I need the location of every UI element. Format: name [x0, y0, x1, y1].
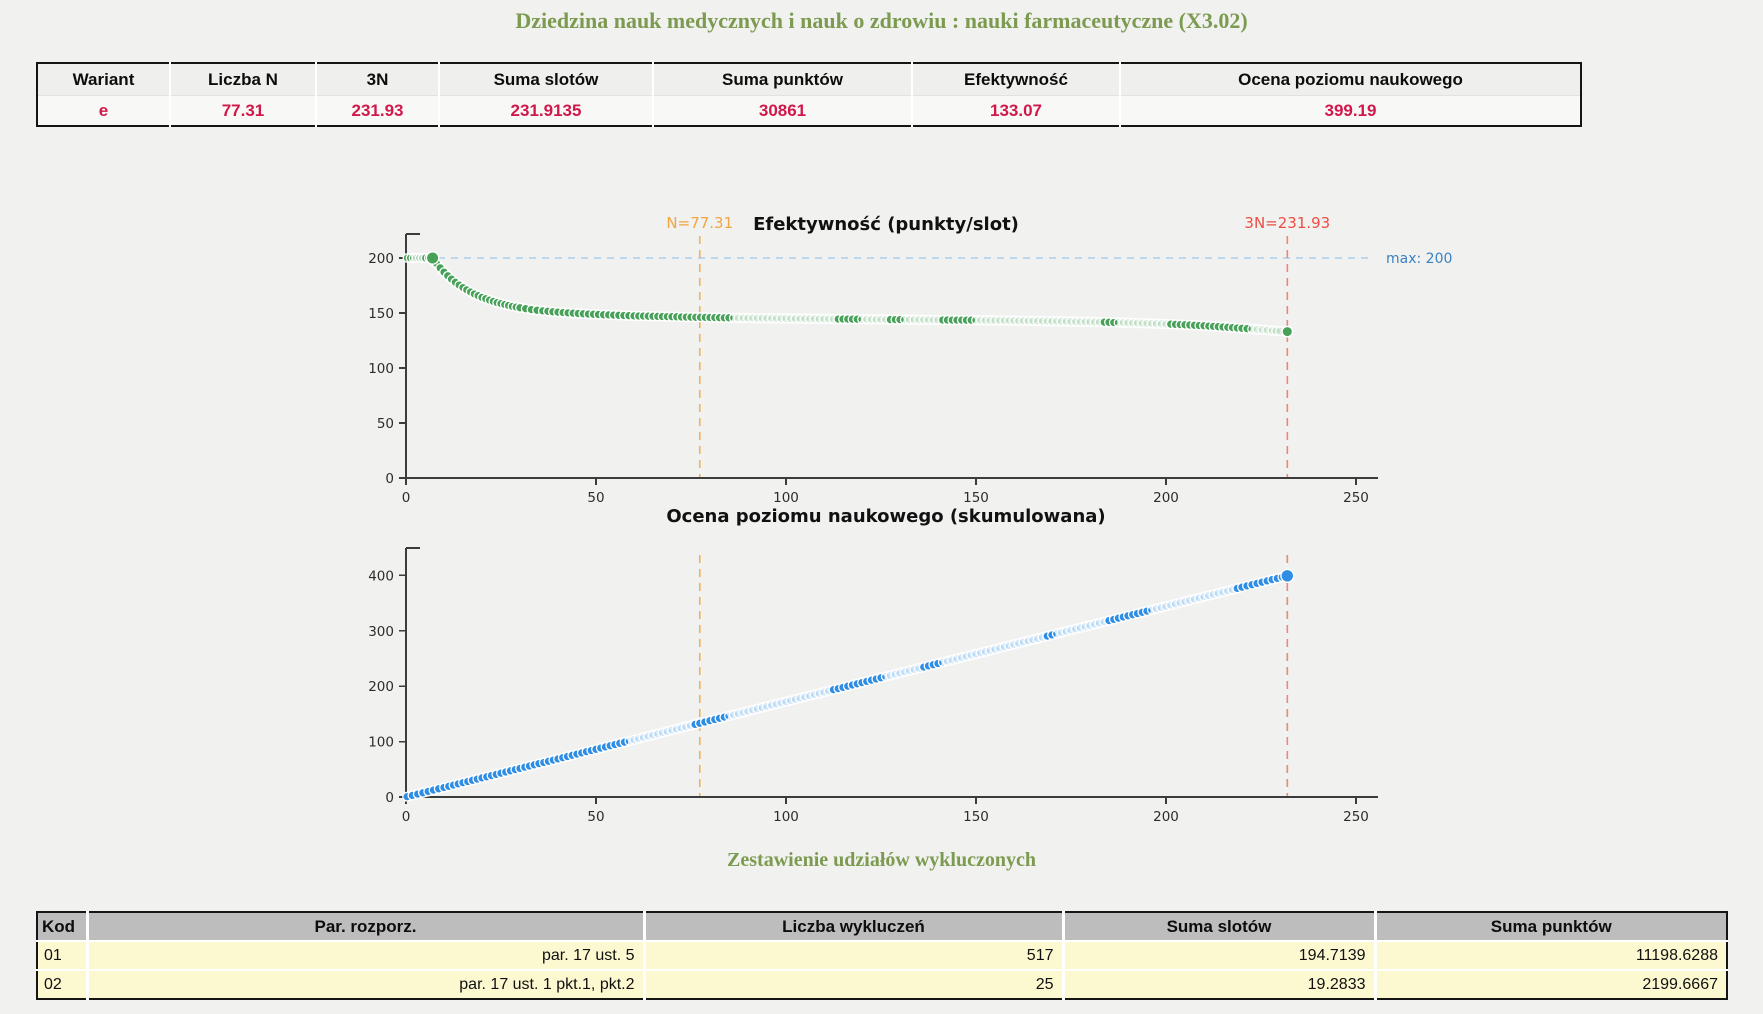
max-line-label: max: 200 — [1386, 251, 1452, 267]
chart-title: Efektywność (punkty/slot) — [753, 214, 1019, 235]
x-tick-label: 50 — [587, 490, 604, 502]
summary-value-row: e 77.31 231.93 231.9135 30861 133.07 399… — [37, 95, 1581, 126]
value-efektywnosc: 133.07 — [912, 95, 1121, 126]
highlight-point — [1281, 325, 1294, 338]
value-liczba-n: 77.31 — [170, 95, 317, 126]
excluded-table: Kod Par. rozporz. Liczba wykluczeń Suma … — [36, 911, 1728, 1000]
value-wariant: e — [37, 95, 171, 126]
cell-punkty: 11198.6288 — [1375, 940, 1727, 970]
n-reference-line-label: N=77.31 — [666, 214, 733, 232]
col-header-wariant: Wariant — [37, 63, 171, 96]
x-tick-label: 250 — [1343, 809, 1369, 825]
x-tick-label: 0 — [402, 809, 411, 825]
cumulative-score-chart: 0 100 200 300 400 0 50 100 150 200 250 Ocena poziom… — [368, 506, 1378, 825]
summary-table: Wariant Liczba N 3N Suma slotów Suma pun… — [36, 62, 1582, 127]
col-header-liczba-n: Liczba N — [170, 63, 317, 96]
col-header-par-rozporz: Par. rozporz. — [87, 912, 646, 941]
x-tick-label: 200 — [1153, 490, 1179, 502]
cell-kod: 01 — [37, 940, 89, 970]
cell-kod: 02 — [37, 969, 89, 999]
3n-reference-line-label: 3N=231.93 — [1244, 214, 1330, 232]
excluded-heading: Zestawienie udziałów wykluczonych — [727, 849, 1036, 871]
value-ocena: 399.19 — [1120, 95, 1581, 126]
value-suma-punktow: 30861 — [653, 95, 913, 126]
col-header-suma-slotow: Suma slotów — [439, 63, 654, 96]
col-header-suma-punktow: Suma punktów — [653, 63, 913, 96]
chart-title: Ocena poziomu naukowego (skumulowana) — [666, 506, 1105, 527]
col-header-ocena: Ocena poziomu naukowego — [1120, 63, 1581, 96]
efficiency-chart: max: 200 N=77.31 3N=231.93 0 50 100 150 200 0 50 1… — [368, 214, 1452, 502]
y-tick-label: 200 — [368, 679, 394, 695]
col-header-suma-punktow-2: Suma punktów — [1375, 912, 1727, 941]
y-tick-label: 50 — [377, 416, 394, 432]
x-tick-label: 0 — [402, 490, 411, 502]
table-row: 01 par. 17 ust. 5 517 194.7139 11198.628… — [37, 940, 1727, 970]
dot-series — [402, 568, 1295, 802]
y-tick-label: 0 — [385, 790, 394, 806]
highlight-point — [425, 251, 440, 265]
col-header-efektywnosc: Efektywność — [912, 63, 1121, 96]
dot-series — [402, 251, 1294, 338]
y-tick-label: 0 — [385, 471, 394, 487]
table-row: 02 par. 17 ust. 1 pkt.1, pkt.2 25 19.283… — [37, 969, 1727, 999]
excluded-header-row: Kod Par. rozporz. Liczba wykluczeń Suma … — [37, 912, 1727, 941]
value-3n: 231.93 — [316, 95, 440, 126]
x-tick-label: 50 — [587, 809, 604, 825]
y-tick-label: 300 — [368, 624, 394, 640]
x-tick-label: 100 — [773, 809, 799, 825]
highlight-point — [1280, 568, 1295, 583]
col-header-kod: Kod — [37, 912, 89, 941]
page-title: Dziedzina nauk medycznych i nauk o zdrow… — [515, 8, 1248, 33]
cell-par: par. 17 ust. 5 — [87, 940, 646, 970]
cell-par: par. 17 ust. 1 pkt.1, pkt.2 — [87, 969, 646, 999]
y-tick-label: 200 — [368, 251, 394, 267]
x-tick-label: 150 — [963, 809, 989, 825]
cell-liczba: 517 — [644, 940, 1065, 970]
col-header-suma-slotow-2: Suma slotów — [1063, 912, 1377, 941]
cell-sloty: 194.7139 — [1063, 940, 1377, 970]
y-tick-label: 150 — [368, 306, 394, 322]
col-header-3n: 3N — [316, 63, 440, 96]
y-tick-label: 400 — [368, 568, 394, 584]
cell-liczba: 25 — [644, 969, 1065, 999]
value-suma-slotow: 231.9135 — [439, 95, 654, 126]
cell-sloty: 19.2833 — [1063, 969, 1377, 999]
x-tick-label: 200 — [1153, 809, 1179, 825]
x-tick-label: 100 — [773, 490, 799, 502]
cell-punkty: 2199.6667 — [1375, 969, 1727, 999]
y-tick-label: 100 — [368, 361, 394, 377]
col-header-liczba-wykluczen: Liczba wykluczeń — [644, 912, 1065, 941]
summary-header-row: Wariant Liczba N 3N Suma slotów Suma pun… — [37, 63, 1581, 96]
y-tick-label: 100 — [368, 735, 394, 751]
x-tick-label: 150 — [963, 490, 989, 502]
x-tick-label: 250 — [1343, 490, 1369, 502]
